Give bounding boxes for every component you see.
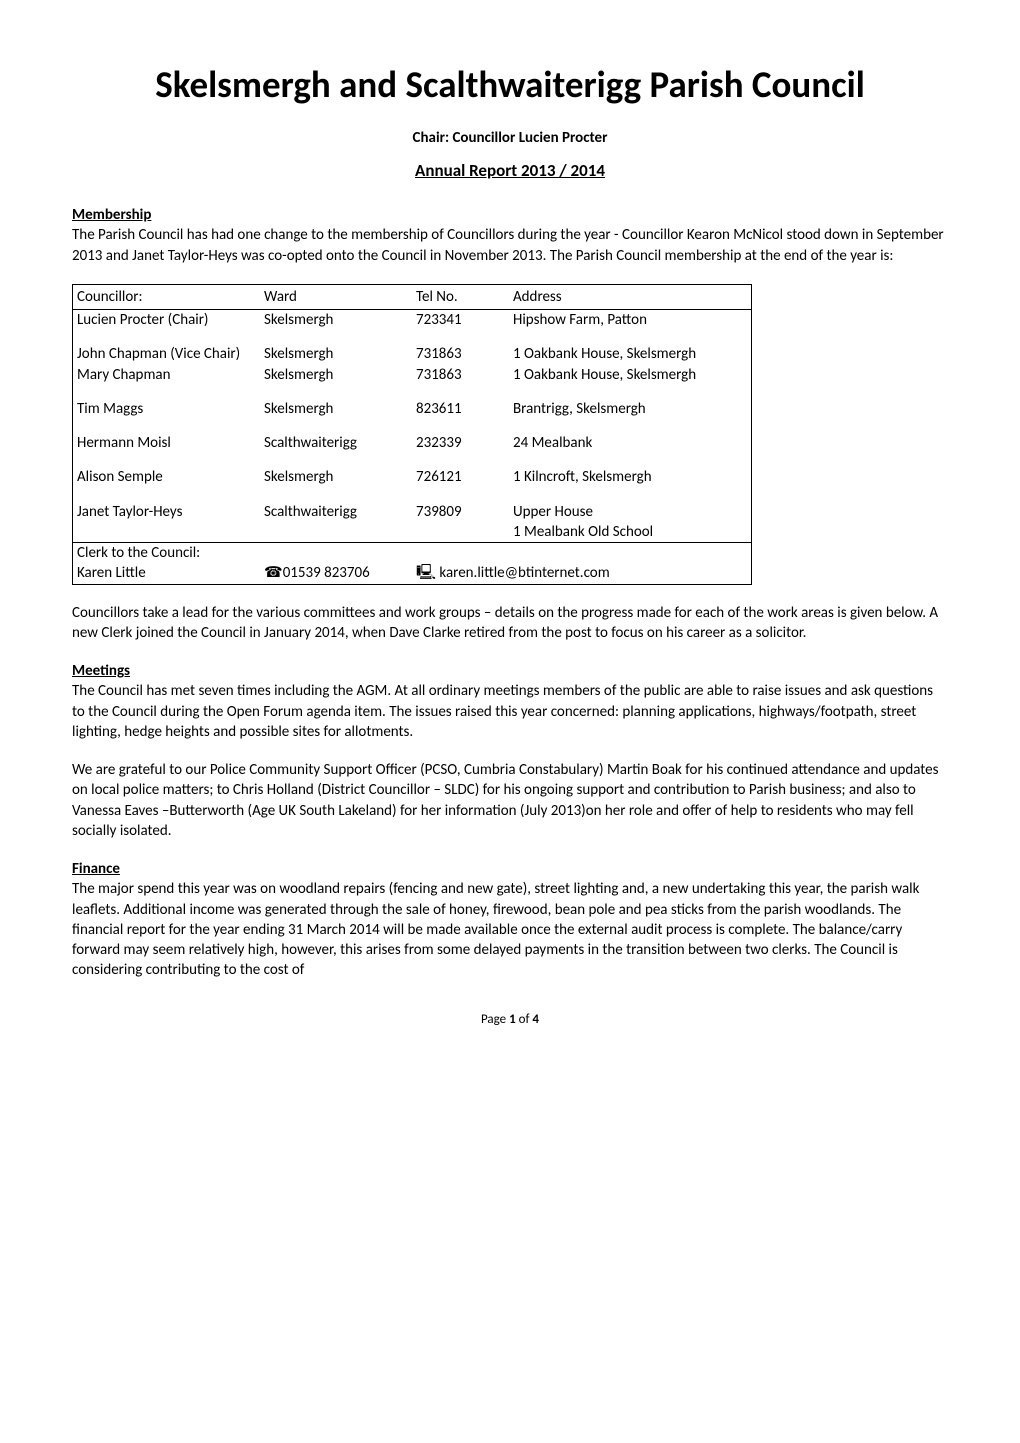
clerk-tel-number: 01539 823706 (283, 564, 370, 582)
col-header-councillor: Councillor: (73, 284, 261, 309)
clerk-name: Karen Little (73, 563, 261, 584)
cell-ward: Skelsmergh (260, 399, 412, 419)
members-table: Councillor: Ward Tel No. Address Lucien … (72, 284, 752, 585)
table-header-row: Councillor: Ward Tel No. Address (73, 284, 752, 309)
page-title: Skelsmergh and Scalthwaiterigg Parish Co… (72, 60, 948, 110)
cell-name: Lucien Procter (Chair) (73, 310, 261, 331)
cell-ward: Skelsmergh (260, 344, 412, 364)
table-row-clerk-label: Clerk to the Council: (73, 543, 752, 564)
section-heading-membership: Membership (72, 205, 948, 225)
table-row: Tim Maggs Skelsmergh 823611 Brantrigg, S… (73, 399, 752, 419)
membership-intro: The Parish Council has had one change to… (72, 225, 948, 266)
table-row: Janet Taylor-Heys Scalthwaiterigg 739809… (73, 502, 752, 522)
table-row: John Chapman (Vice Chair) Skelsmergh 731… (73, 344, 752, 364)
col-header-tel: Tel No. (412, 284, 509, 309)
cell-name: John Chapman (Vice Chair) (73, 344, 261, 364)
cell-address: 24 Mealbank (509, 433, 752, 453)
cell-ward: Skelsmergh (260, 365, 412, 385)
col-header-ward: Ward (260, 284, 412, 309)
table-row: Hermann Moisl Scalthwaiterigg 232339 24 … (73, 433, 752, 453)
cell-address2: 1 Mealbank Old School (509, 522, 752, 543)
footer-prefix: Page (481, 1012, 509, 1027)
cell-address: Hipshow Farm, Patton (509, 310, 752, 331)
cell-name: Tim Maggs (73, 399, 261, 419)
cell-name: Hermann Moisl (73, 433, 261, 453)
cell-name: Janet Taylor-Heys (73, 502, 261, 522)
page-subtitle: Chair: Councillor Lucien Procter (72, 128, 948, 148)
footer-page-current: 1 (509, 1012, 516, 1027)
footer-page-total: 4 (532, 1012, 539, 1027)
cell-address: Brantrigg, Skelsmergh (509, 399, 752, 419)
section-heading-meetings: Meetings (72, 661, 948, 681)
cell-address: Upper House (509, 502, 752, 522)
report-title: Annual Report 2013 / 2014 (72, 160, 948, 183)
table-spacer (73, 419, 752, 433)
cell-tel: 731863 (412, 365, 509, 385)
table-spacer (73, 385, 752, 399)
table-row: Mary Chapman Skelsmergh 731863 1 Oakbank… (73, 365, 752, 385)
table-spacer (73, 330, 752, 344)
cell-tel: 823611 (412, 399, 509, 419)
cell-ward: Skelsmergh (260, 310, 412, 331)
computer-icon: 🖳 (416, 565, 436, 581)
cell-address: 1 Oakbank House, Skelsmergh (509, 365, 752, 385)
clerk-tel: ☎01539 823706 (260, 563, 412, 584)
finance-para-1: The major spend this year was on woodlan… (72, 879, 948, 980)
table-row: Alison Semple Skelsmergh 726121 1 Kilncr… (73, 467, 752, 487)
footer-mid: of (516, 1012, 533, 1027)
membership-outro: Councillors take a lead for the various … (72, 603, 948, 644)
cell-tel: 731863 (412, 344, 509, 364)
cell-tel: 232339 (412, 433, 509, 453)
cell-name: Mary Chapman (73, 365, 261, 385)
section-heading-finance: Finance (72, 859, 948, 879)
clerk-label: Clerk to the Council: (73, 543, 752, 564)
page-footer: Page 1 of 4 (72, 1011, 948, 1029)
table-spacer (73, 453, 752, 467)
cell-ward: Scalthwaiterigg (260, 433, 412, 453)
table-row: 1 Mealbank Old School (73, 522, 752, 543)
col-header-address: Address (509, 284, 752, 309)
meetings-para-2: We are grateful to our Police Community … (72, 760, 948, 841)
cell-tel: 739809 (412, 502, 509, 522)
cell-name: Alison Semple (73, 467, 261, 487)
cell-ward: Skelsmergh (260, 467, 412, 487)
cell-address: 1 Oakbank House, Skelsmergh (509, 344, 752, 364)
clerk-email-address: karen.little@btinternet.com (439, 564, 609, 582)
meetings-para-1: The Council has met seven times includin… (72, 681, 948, 742)
phone-icon: ☎ (264, 565, 283, 581)
table-row: Lucien Procter (Chair) Skelsmergh 723341… (73, 310, 752, 331)
clerk-email: 🖳 karen.little@btinternet.com (412, 563, 752, 584)
cell-tel: 723341 (412, 310, 509, 331)
cell-tel: 726121 (412, 467, 509, 487)
table-row-clerk: Karen Little ☎01539 823706 🖳 karen.littl… (73, 563, 752, 584)
cell-ward: Scalthwaiterigg (260, 502, 412, 522)
table-spacer (73, 488, 752, 502)
cell-address: 1 Kilncroft, Skelsmergh (509, 467, 752, 487)
